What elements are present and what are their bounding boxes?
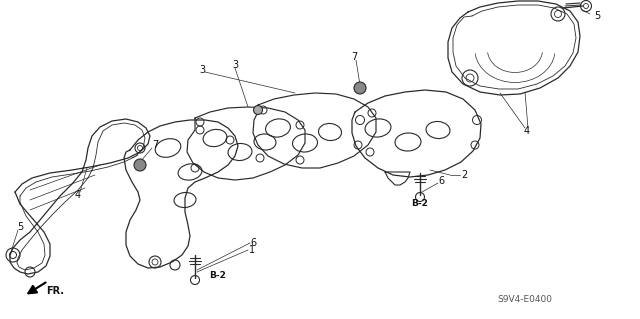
Text: 5: 5 (17, 222, 23, 232)
Text: 7: 7 (351, 52, 357, 62)
Text: 4: 4 (524, 126, 530, 136)
Text: 6: 6 (438, 176, 444, 186)
Text: 5: 5 (594, 11, 600, 21)
Circle shape (134, 159, 146, 171)
Text: 6: 6 (250, 238, 256, 248)
Text: 4: 4 (75, 190, 81, 200)
Text: 7: 7 (152, 140, 158, 150)
Text: 1: 1 (249, 245, 255, 255)
Circle shape (253, 106, 262, 115)
Text: B-2: B-2 (209, 271, 227, 280)
Text: FR.: FR. (46, 286, 64, 296)
Circle shape (354, 82, 366, 94)
Text: 2: 2 (461, 170, 467, 180)
Text: 3: 3 (232, 60, 238, 70)
Text: B-2: B-2 (412, 199, 428, 209)
Text: 3: 3 (199, 65, 205, 75)
Text: S9V4-E0400: S9V4-E0400 (497, 295, 552, 305)
